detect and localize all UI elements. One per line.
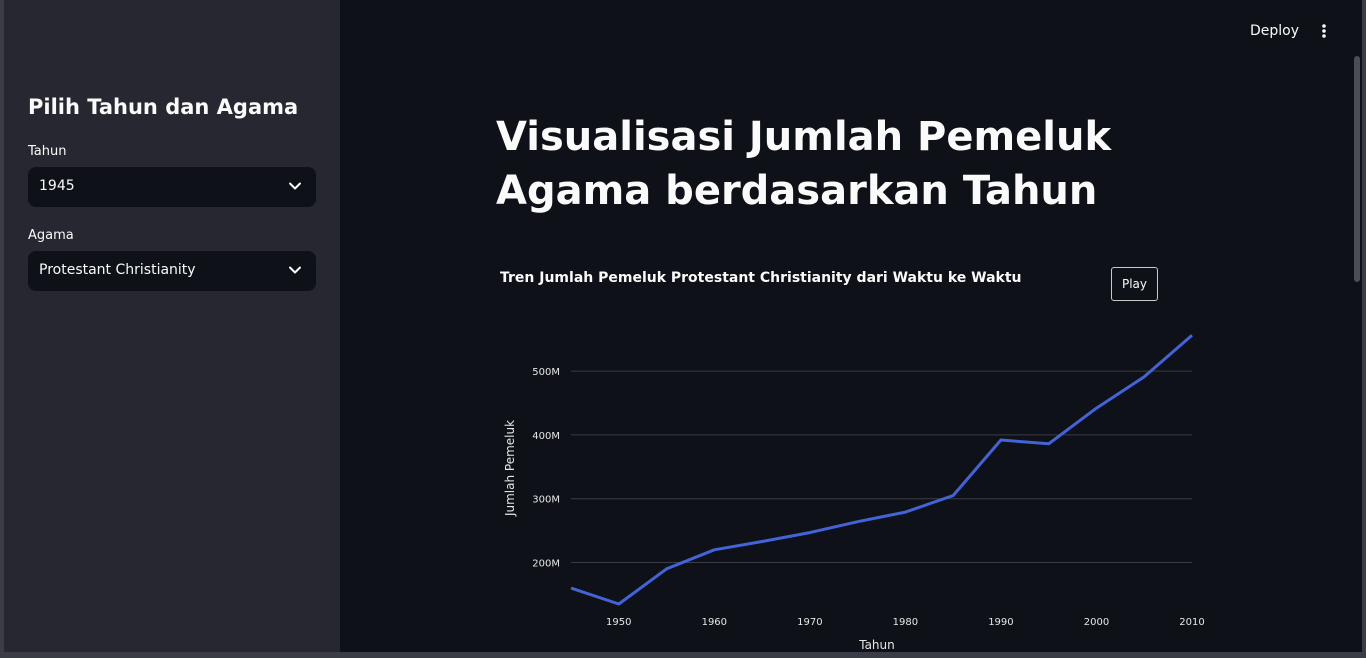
year-select[interactable]: 1945: [28, 167, 316, 207]
chevron-down-icon: [289, 266, 301, 274]
religion-label: Agama: [28, 228, 74, 243]
chart-title: Tren Jumlah Pemeluk Protestant Christian…: [500, 270, 1022, 286]
y-axis-title: Jumlah Pemeluk: [503, 420, 517, 517]
window-border-left: [0, 0, 4, 658]
x-tick-label: 1990: [988, 617, 1013, 628]
series-line: [570, 334, 1193, 606]
religion-select[interactable]: Protestant Christianity: [28, 251, 316, 291]
year-label: Tahun: [28, 144, 67, 159]
x-tick-label: 2000: [1084, 617, 1109, 628]
year-select-value: 1945: [39, 178, 75, 194]
y-tick-label: 300M: [532, 495, 560, 506]
x-tick-label: 1960: [702, 617, 727, 628]
sidebar: Pilih Tahun dan Agama Tahun 1945 Agama P…: [4, 0, 340, 652]
window-border-bottom: [0, 652, 1366, 658]
window-border-right: [1362, 0, 1366, 658]
y-tick-label: 500M: [532, 367, 560, 378]
x-tick-labels: 1950 1960 1970 1980 1990 2000 2010: [606, 617, 1205, 628]
x-axis-title: Tahun: [858, 638, 895, 652]
page-title: Visualisasi Jumlah Pemeluk Agama berdasa…: [496, 114, 1112, 214]
chevron-down-icon: [289, 182, 301, 190]
y-tick-label: 200M: [532, 559, 560, 570]
x-tick-label: 1970: [797, 617, 822, 628]
x-tick-label: 1980: [893, 617, 918, 628]
play-button[interactable]: Play: [1111, 267, 1158, 301]
deploy-button[interactable]: Deploy: [1250, 23, 1300, 39]
x-tick-label: 2010: [1179, 617, 1204, 628]
app-frame: Pilih Tahun dan Agama Tahun 1945 Agama P…: [4, 0, 1362, 652]
x-tick-label: 1950: [606, 617, 631, 628]
scrollbar[interactable]: [1354, 56, 1360, 282]
y-tick-label: 400M: [532, 431, 560, 442]
line-chart: 200M 300M 400M 500M 1950 1960 1970 1980 1990 200…: [503, 334, 1205, 652]
sidebar-title: Pilih Tahun dan Agama: [28, 95, 299, 119]
y-tick-labels: 200M 300M 400M 500M: [532, 367, 560, 569]
religion-select-value: Protestant Christianity: [39, 262, 196, 278]
gridlines: [571, 370, 1192, 564]
vertical-ellipsis-icon[interactable]: [1314, 20, 1334, 42]
